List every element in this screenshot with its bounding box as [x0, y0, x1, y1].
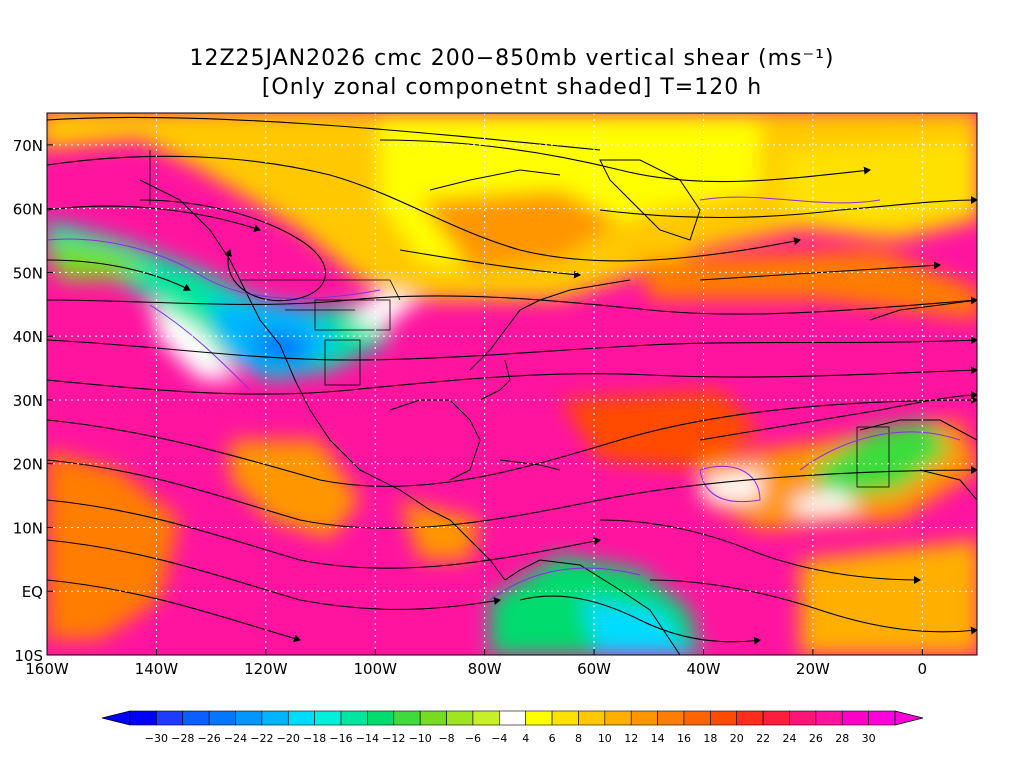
colorbar-swatch — [815, 710, 843, 726]
colorbar-tick-label: −26 — [198, 732, 221, 745]
colorbar-swatch — [868, 710, 896, 726]
colorbar-swatch — [499, 710, 526, 726]
lon-tick-label: 120W — [244, 660, 288, 678]
colorbar-tick-label: −28 — [171, 732, 194, 745]
colorbar-swatch — [657, 710, 685, 726]
lon-tick-label: 40W — [687, 660, 721, 678]
colorbar-swatch — [208, 710, 236, 726]
lon-tick-label: 140W — [135, 660, 179, 678]
colorbar: −30 −28 −26 −24 −22 −20 −18 −16 −14 −12 −10 −8 −6 −4 4… — [101, 710, 924, 745]
colorbar-swatch — [156, 710, 184, 726]
lat-tick-label: 10N — [13, 519, 43, 537]
lon-tick-label: 0 — [918, 660, 928, 678]
colorbar-swatch — [551, 710, 579, 726]
colorbar-swatch — [630, 710, 658, 726]
colorbar-swatch — [841, 710, 869, 726]
colorbar-swatch — [710, 710, 738, 726]
colorbar-tick-label: 22 — [756, 732, 770, 745]
colorbar-tick-label: 18 — [703, 732, 717, 745]
colorbar-swatch — [419, 710, 447, 726]
colorbar-swatch — [736, 710, 764, 726]
colorbar-swatch — [578, 710, 606, 726]
zero-contours — [47, 196, 961, 601]
lon-tick-label: 20W — [796, 660, 830, 678]
colorbar-swatch — [762, 710, 790, 726]
colorbar-tick-label: −6 — [465, 732, 481, 745]
colorbar-tick-label: −30 — [145, 732, 168, 745]
colorbar-swatch — [129, 710, 157, 726]
lon-tick-label: 100W — [354, 660, 398, 678]
colorbar-tick-label: −18 — [303, 732, 326, 745]
colorbar-swatch — [472, 710, 500, 726]
colorbar-tick-label: −20 — [277, 732, 300, 745]
lon-axis-labels: 160W 140W 120W 100W 80W 60W 40W 20W 0 — [25, 660, 927, 678]
map-frame — [46, 112, 978, 656]
colorbar-swatch — [683, 710, 711, 726]
colorbar-tick-label: −12 — [382, 732, 405, 745]
lat-tick-label: 30N — [13, 392, 43, 410]
lat-tick-label: 10S — [14, 647, 43, 665]
lon-tick-label: 160W — [25, 660, 69, 678]
colorbar-tick-label: −24 — [224, 732, 247, 745]
colorbar-swatch — [314, 710, 342, 726]
lat-tick-label: EQ — [22, 583, 43, 601]
colorbar-tick-label: −8 — [438, 732, 454, 745]
colorbar-swatch — [182, 710, 210, 726]
colorbar-tick-label: 4 — [522, 732, 529, 745]
colorbar-tick-label: 26 — [809, 732, 823, 745]
colorbar-tick-label: −22 — [250, 732, 273, 745]
colorbar-tick-label: 28 — [835, 732, 849, 745]
colorbar-tick-label: −4 — [491, 732, 507, 745]
lon-tick-label: 80W — [468, 660, 502, 678]
shear-field — [47, 113, 977, 655]
colorbar-swatch — [393, 710, 421, 726]
colorbar-swatch — [261, 710, 289, 726]
colorbar-tick-label: 12 — [624, 732, 638, 745]
lat-tick-label: 40N — [13, 328, 43, 346]
colorbar-tick-label: 6 — [549, 732, 556, 745]
colorbar-swatch — [604, 710, 632, 726]
lat-tick-label: 70N — [13, 137, 43, 155]
lon-tick-label: 60W — [577, 660, 611, 678]
lat-tick-label: 50N — [13, 264, 43, 282]
colorbar-swatch — [446, 710, 474, 726]
colorbar-swatch — [789, 710, 817, 726]
colorbar-swatch — [287, 710, 315, 726]
lat-tick-label: 60N — [13, 201, 43, 219]
colorbar-swatch — [340, 710, 368, 726]
map-title-line1: 12Z25JAN2026 cmc 200−850mb vertical shea… — [189, 46, 835, 71]
colorbar-tick-label: −10 — [409, 732, 432, 745]
colorbar-swatch — [235, 710, 263, 726]
colorbar-tick-label: 8 — [575, 732, 582, 745]
colorbar-tick-label: −16 — [329, 732, 352, 745]
lat-tick-label: 20N — [13, 456, 43, 474]
map-title-line2: [Only zonal componetnt shaded] T=120 h — [261, 75, 763, 100]
colorbar-tick-label: −14 — [356, 732, 379, 745]
lat-axis-labels: 70N 60N 50N 40N 30N 20N 10N EQ 10S — [13, 137, 43, 665]
map-grid — [46, 113, 977, 656]
colorbar-tick-label: 16 — [677, 732, 691, 745]
colorbar-tick-label: 24 — [782, 732, 796, 745]
colorbar-max-arrow — [894, 710, 924, 726]
colorbar-swatch — [525, 710, 553, 726]
colorbar-tick-label: 14 — [651, 732, 665, 745]
colorbar-tick-label: 30 — [862, 732, 876, 745]
colorbar-tick-label: 10 — [598, 732, 612, 745]
colorbar-swatch — [367, 710, 395, 726]
colorbar-min-arrow — [101, 710, 131, 726]
streamlines — [47, 116, 977, 645]
colorbar-tick-label: 20 — [730, 732, 744, 745]
